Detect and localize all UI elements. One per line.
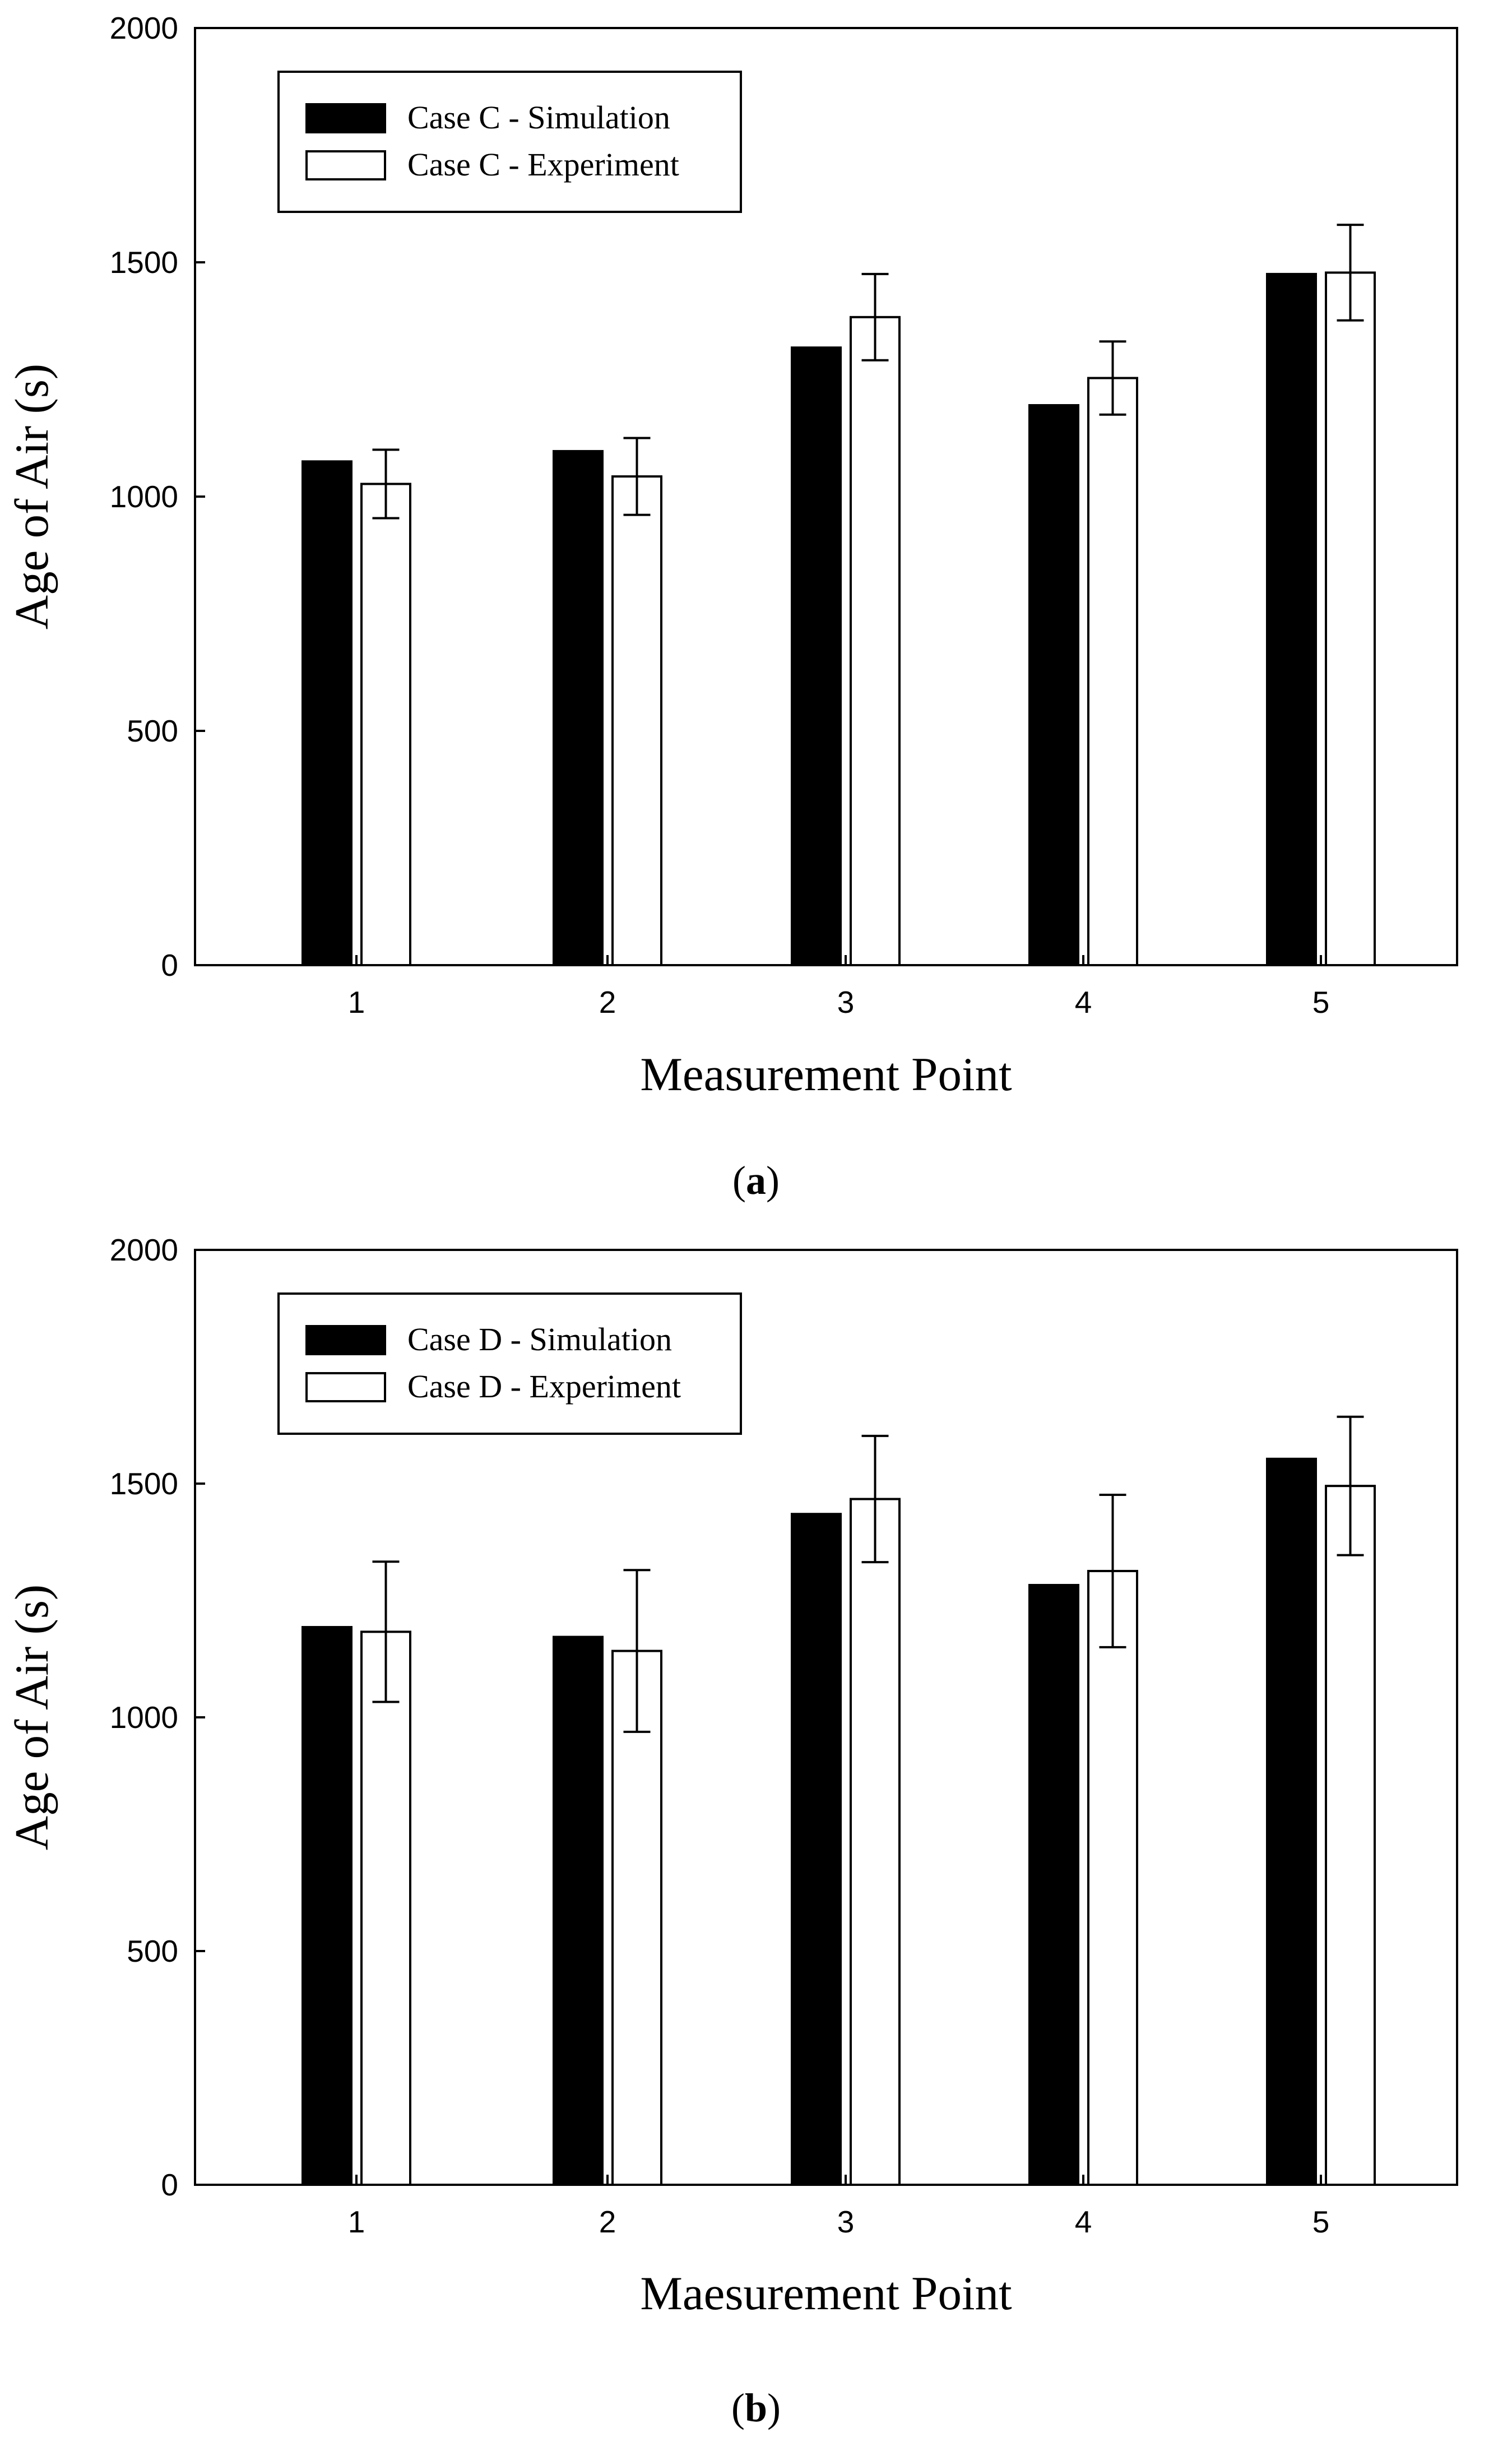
y-tick-label: 2000 [110,11,178,45]
y-tick-label: 2000 [110,1233,178,1267]
legend-swatch-simulation [305,103,386,133]
bar-experiment-point-5 [1325,271,1376,967]
legend-label-simulation: Case D - Simulation [407,1321,672,1358]
legend: Case C - Simulation Case C - Experiment [277,71,742,213]
legend-swatch-experiment [305,150,386,180]
y-axis-title: Age of Air (s) [6,364,58,629]
chart-panel-b: 0 500 1000 1500 2000 1 2 3 4 5 Case D - Simulation… [6,1233,1458,2430]
bar-simulation-point-5 [1266,1457,1317,2186]
legend-label-experiment: Case C - Experiment [407,146,679,183]
y-axis-title: Age of Air (s) [6,1584,58,1850]
bar-simulation-point-3 [791,1513,842,2186]
x-axis-title: Measurement Point [640,1048,1012,1101]
bar-simulation-point-4 [1028,1583,1079,2186]
x-tick-label: 3 [837,985,855,1020]
x-tick-label: 1 [348,985,365,1020]
bar-simulation-point-1 [302,1626,353,2186]
panel-caption: (a) [732,1158,780,1203]
chart-panel-a: 0 500 1000 1500 2000 1 2 3 4 5 Case C - Simulation… [6,11,1458,1203]
bar-simulation-point-1 [302,460,353,966]
bar-experiment-point-2 [611,475,662,966]
y-tick-label: 0 [161,2167,178,2202]
y-tick-label: 1500 [110,245,178,280]
y-tick-label: 500 [127,714,178,748]
bar-experiment-point-3 [850,316,901,966]
bar-experiment-point-1 [360,1630,411,2186]
bar-simulation-point-5 [1266,272,1317,966]
legend-swatch-experiment [305,1372,386,1402]
bar-simulation-point-2 [553,450,604,966]
y-tick-label: 1000 [110,479,178,514]
bar-experiment-point-3 [850,1498,901,2186]
x-tick-label: 5 [1312,2204,1330,2239]
legend-box [277,1292,742,1435]
legend-label-experiment: Case D - Experiment [407,1368,681,1405]
bar-experiment-point-4 [1087,377,1138,967]
bar-experiment-point-4 [1087,1569,1138,2186]
legend-swatch-simulation [305,1325,386,1355]
y-tick-label: 500 [127,1934,178,1968]
x-axis-title: Maesurement Point [640,2267,1012,2320]
x-tick-label: 2 [599,985,616,1020]
x-tick-label: 4 [1075,985,1092,1020]
legend: Case D - Simulation Case D - Experiment [277,1292,742,1435]
x-tick-label: 5 [1312,985,1330,1020]
x-tick-label: 3 [837,2204,855,2239]
legend-box [277,71,742,213]
x-tick-label: 2 [599,2204,616,2239]
legend-label-simulation: Case C - Simulation [407,99,670,136]
y-tick-label: 1500 [110,1466,178,1501]
bar-simulation-point-3 [791,346,842,966]
panel-caption: (b) [731,2385,781,2430]
y-tick-label: 0 [161,948,178,983]
x-tick-label: 4 [1075,2204,1092,2239]
bar-simulation-point-2 [553,1636,604,2186]
bar-experiment-point-1 [360,483,411,966]
x-tick-label: 1 [348,2204,365,2239]
bar-experiment-point-5 [1325,1485,1376,2186]
bar-simulation-point-4 [1028,404,1079,966]
y-tick-label: 1000 [110,1700,178,1735]
